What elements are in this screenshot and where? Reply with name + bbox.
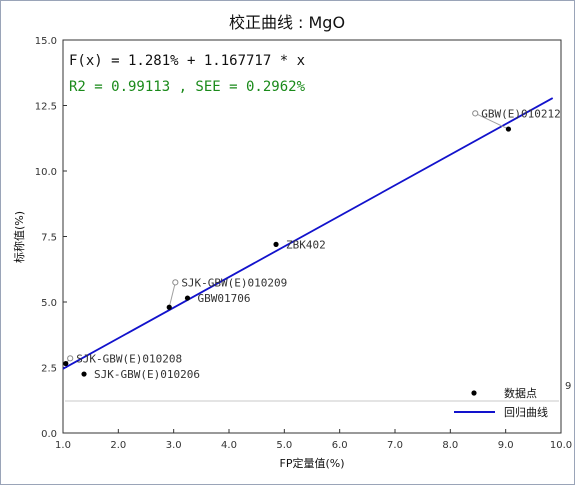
reference-marker [67, 355, 74, 362]
data-point [63, 360, 69, 367]
x-tick-label: 10.0 [550, 440, 572, 451]
data-point [505, 126, 512, 132]
chart-marks [62, 97, 559, 402]
data-point-label: SJK-GBW(E)010206 [94, 368, 200, 381]
x-tick-label: 5.0 [276, 440, 292, 451]
reference-marker [172, 279, 179, 286]
y-tick-label: 7.5 [41, 233, 57, 244]
leader-line [168, 282, 176, 308]
leader-line [475, 112, 509, 130]
legend-point-label: 数据点 [504, 386, 537, 400]
regression-line [62, 97, 554, 370]
data-point-label: GBW01706 [198, 292, 251, 305]
y-tick-label: 0.0 [41, 429, 57, 440]
reference-marker [472, 110, 479, 117]
x-tick-label: 3.0 [166, 440, 182, 451]
y-tick-label: 5.0 [41, 298, 57, 309]
y-tick-label: 15.0 [35, 36, 57, 47]
x-tick-label: 8.0 [442, 440, 458, 451]
legend-point-marker [471, 390, 477, 396]
chart-title: 校正曲线 : MgO [229, 13, 345, 32]
x-tick-label: 7.0 [387, 440, 403, 451]
y-tick-label: 12.5 [35, 102, 57, 113]
data-point [273, 241, 279, 247]
regression-stats: R2 = 0.99113 , SEE = 0.2962% [69, 79, 306, 95]
x-tick-label: 2.0 [110, 440, 126, 451]
x-tick-label: 9.0 [498, 440, 514, 451]
edge-mark: 9 [565, 381, 571, 392]
legend-line-label: 回归曲线 [504, 405, 548, 419]
data-point-label: SJK-GBW(E)010208 [76, 352, 182, 365]
data-point [184, 295, 191, 301]
x-tick-label: 6.0 [332, 440, 348, 451]
x-axis-title: FP定量值(%) [280, 456, 345, 470]
y-tick-label: 2.5 [41, 364, 57, 375]
regression-equation: F(x) = 1.281% + 1.167717 * x [69, 53, 305, 69]
data-point [81, 371, 87, 377]
x-tick-label: 4.0 [221, 440, 237, 451]
x-tick-label: 1.0 [55, 440, 71, 451]
axis-ticks: 1.0 2.0 3.0 4.0 5.0 6.0 7.0 8.0 9.0 10.0 0.0 2.5 5.0… [35, 36, 572, 451]
data-point-label: ZBK402 [286, 238, 326, 251]
chart-legend: 数据点 回归曲线 [454, 386, 548, 419]
data-point [166, 304, 172, 310]
data-point-label: SJK-GBW(E)010209 [181, 276, 287, 289]
y-tick-label: 10.0 [35, 167, 57, 178]
data-point-label: GBW(E)010212 [481, 107, 560, 120]
point-labels: GBW(E)010212 ZBK402 SJK-GBW(E)010209 GBW017… [76, 107, 561, 381]
y-axis-title: 标称值(%) [12, 211, 26, 263]
